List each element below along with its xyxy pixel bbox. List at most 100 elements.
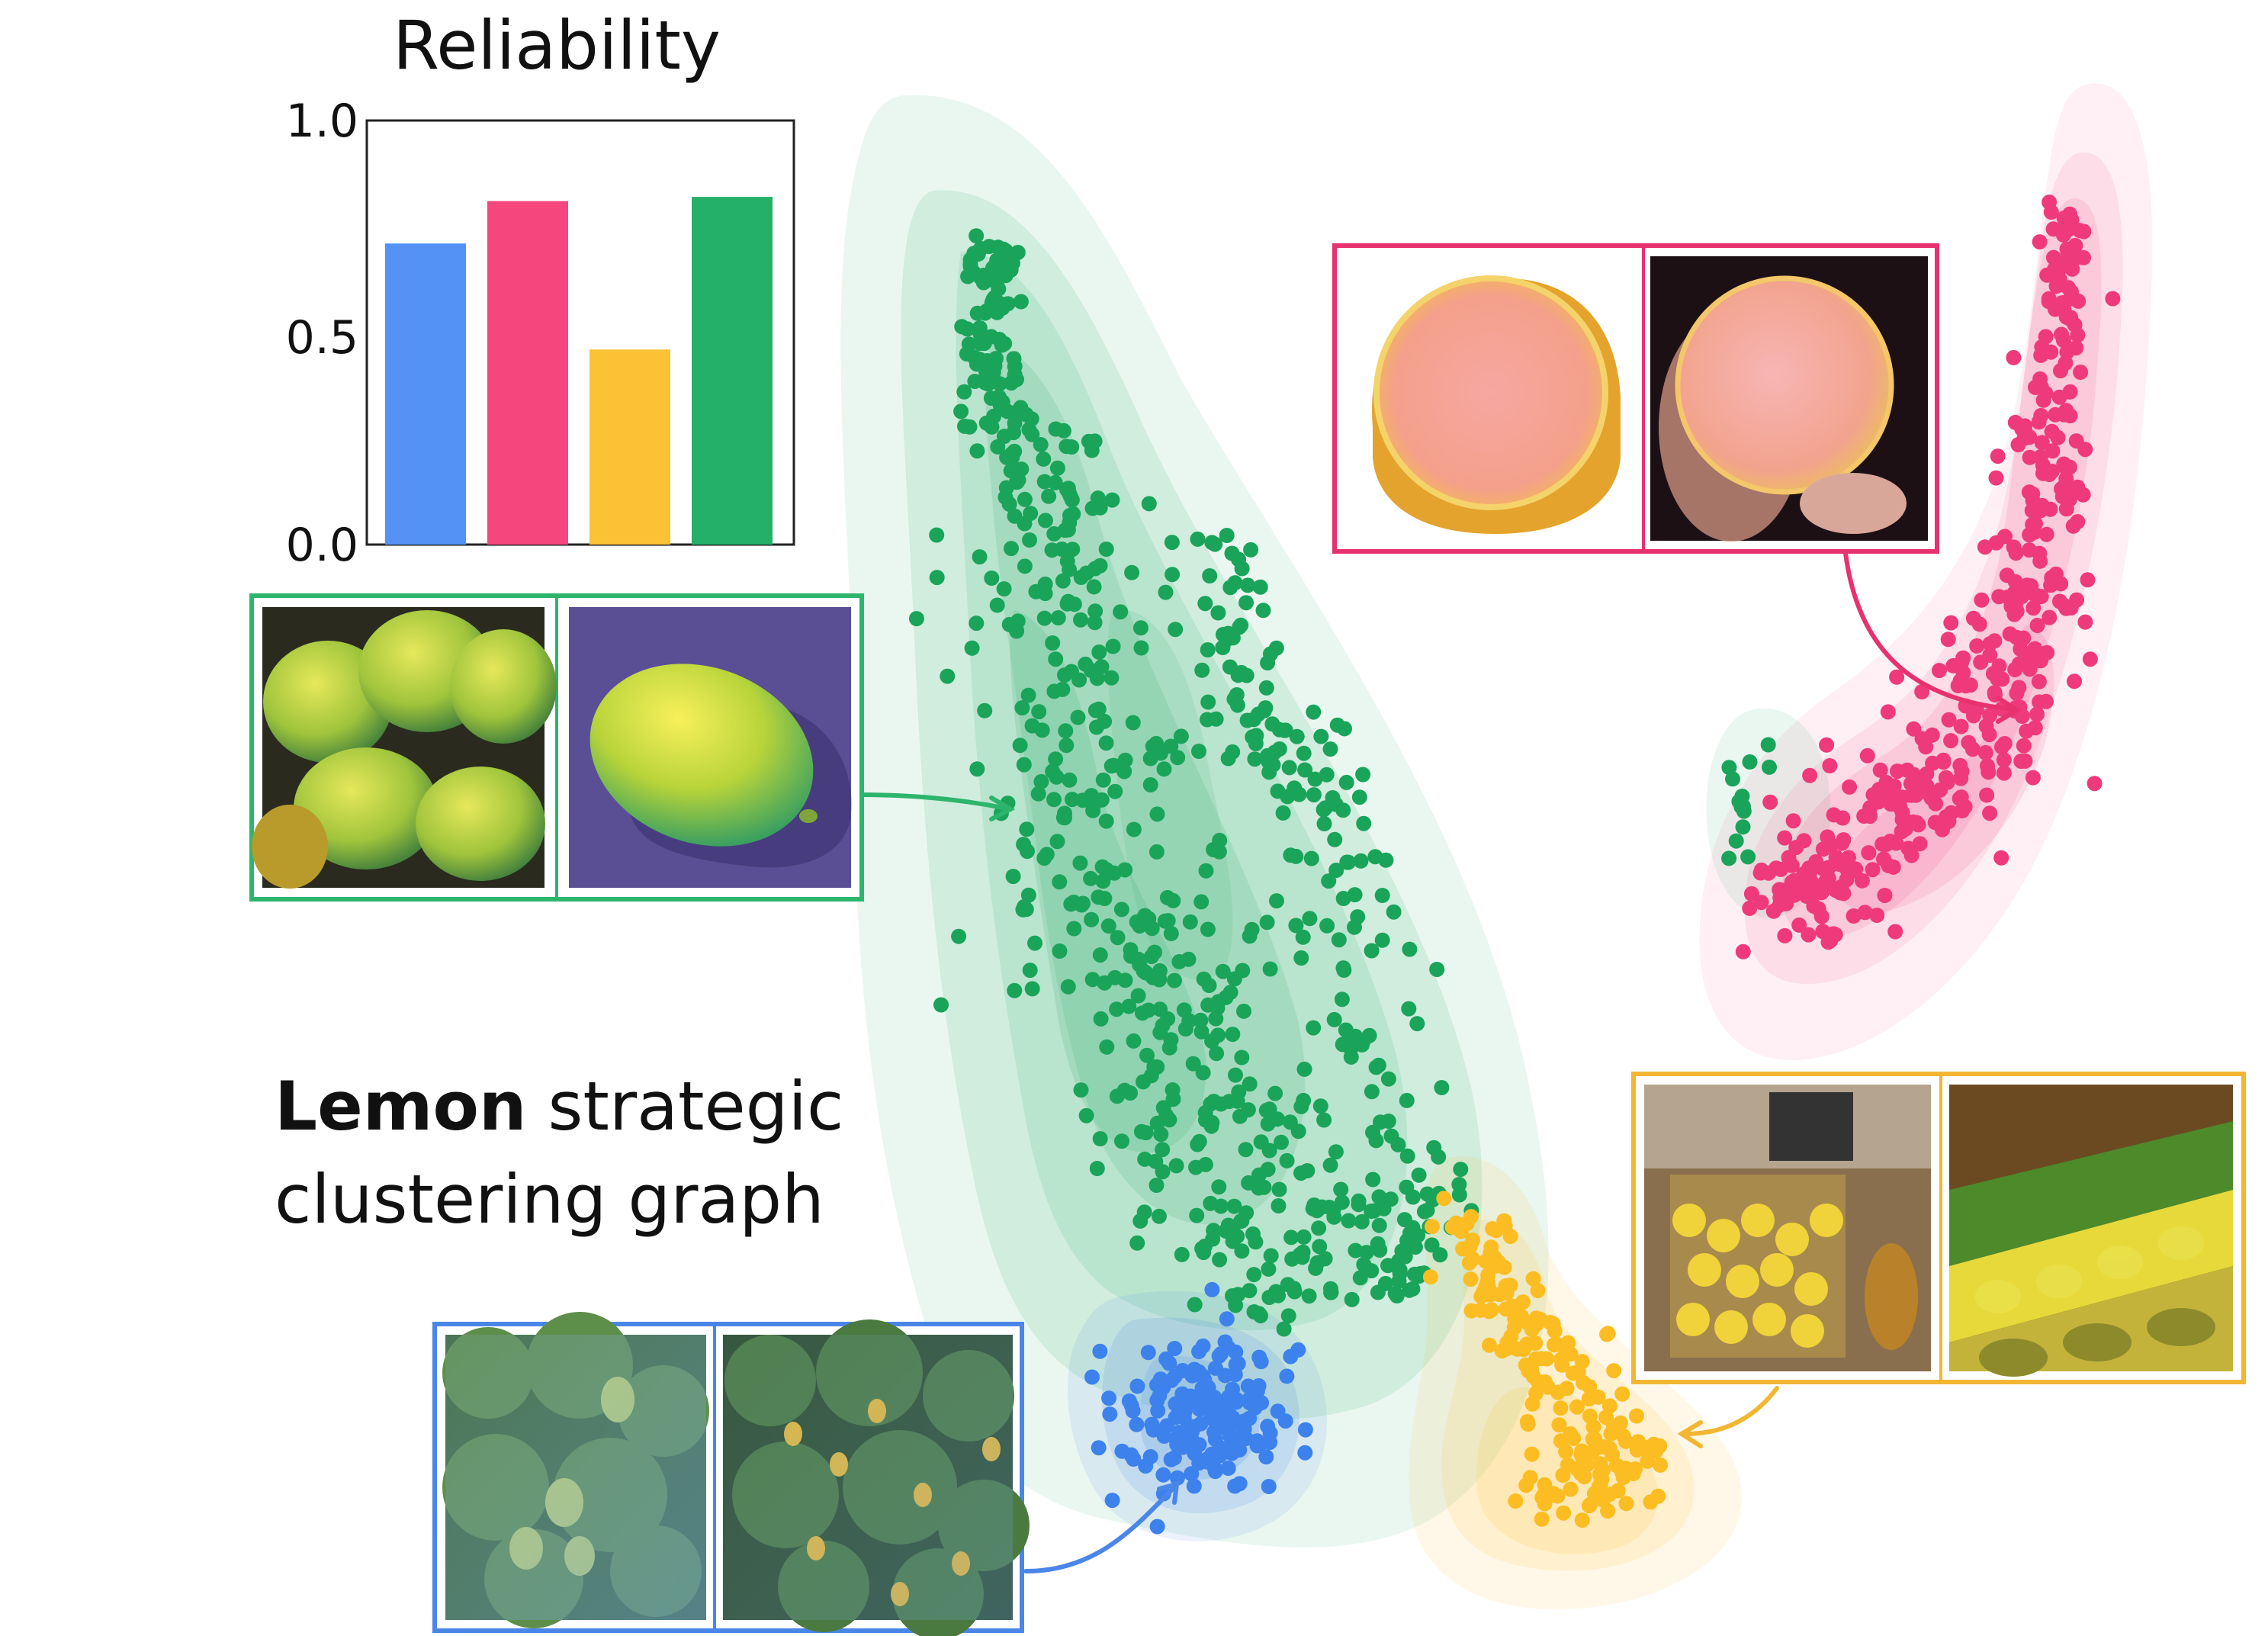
cluster-point <box>1171 953 1187 969</box>
cluster-point <box>1422 1269 1438 1285</box>
cluster-point <box>1952 757 1968 773</box>
cluster-point <box>1918 739 1934 755</box>
cluster-point <box>1194 662 1210 678</box>
cluster-point <box>1110 930 1126 946</box>
cluster-point <box>2067 673 2082 689</box>
cluster-point <box>1391 1273 1407 1289</box>
cluster-point <box>2022 661 2038 677</box>
cluster-point <box>1859 747 1875 763</box>
cluster-point <box>1279 1152 1295 1168</box>
cluster-point <box>1936 752 1952 768</box>
reliability-bar-chart <box>365 119 795 546</box>
cluster-point <box>1283 847 1299 863</box>
cluster-point <box>1323 1284 1339 1300</box>
cluster-point <box>1193 1024 1209 1040</box>
cluster-point <box>1098 542 1114 557</box>
cluster-point <box>1551 1417 1567 1433</box>
cluster-point <box>1725 771 1740 787</box>
cluster-point <box>1977 539 1993 555</box>
cluster-point <box>1039 847 1055 863</box>
cluster-point <box>1370 1284 1386 1300</box>
cluster-point <box>1387 1286 1403 1302</box>
cluster-point <box>1826 807 1842 823</box>
cluster-point <box>1158 584 1174 600</box>
cluster-point <box>2044 423 2060 439</box>
cluster-point <box>1117 862 1133 878</box>
cluster-point <box>1546 1337 1562 1353</box>
cluster-point <box>1397 1249 1413 1265</box>
pink-cluster-examples <box>1332 243 1939 554</box>
cluster-point <box>1190 531 1206 547</box>
cluster-point <box>979 303 994 319</box>
cluster-point <box>1104 492 1120 508</box>
cluster-point <box>991 376 1007 392</box>
market-stall-photo <box>1949 1085 2233 1377</box>
cluster-point <box>1258 1449 1274 1465</box>
cluster-point <box>1982 805 1998 821</box>
cluster-point <box>1003 249 1019 265</box>
cluster-point <box>1556 1505 1572 1521</box>
cluster-point <box>1752 865 1768 881</box>
cluster-point <box>1136 1074 1151 1090</box>
cluster-point <box>953 403 969 419</box>
cluster-point <box>1152 1208 1167 1224</box>
cluster-point <box>1155 1100 1171 1116</box>
cluster-point <box>1316 1112 1332 1128</box>
cluster-point <box>1889 669 1905 685</box>
cluster-point <box>1195 1065 1211 1081</box>
cluster-point <box>1140 1002 1156 1018</box>
cluster-point <box>1525 1368 1541 1384</box>
cluster-point <box>1037 513 1053 529</box>
cluster-point <box>1167 1341 1183 1356</box>
cluster-point <box>1296 1061 1312 1077</box>
cluster-point <box>1409 1016 1425 1032</box>
cluster-point <box>2022 429 2038 445</box>
cluster-point <box>1509 1341 1525 1357</box>
cluster-point <box>1888 835 1904 851</box>
cluster-point <box>1116 763 1132 779</box>
cluster-point <box>2011 680 2027 696</box>
cluster-point <box>1094 859 1110 875</box>
cluster-point <box>1116 1082 1132 1098</box>
cluster-point <box>1092 947 1108 963</box>
cluster-point <box>1328 1144 1344 1160</box>
cluster-point <box>1804 874 1819 890</box>
cluster-point <box>1232 1476 1248 1492</box>
cluster-point <box>1194 1241 1210 1256</box>
cluster-point <box>1319 918 1335 934</box>
yellow-arrow <box>1683 1386 1779 1436</box>
cluster-point <box>1230 1416 1246 1431</box>
cluster-point <box>1019 821 1035 837</box>
cluster-point <box>1168 1158 1184 1174</box>
cluster-point <box>1048 651 1064 667</box>
cluster-point <box>1545 1316 1561 1332</box>
cluster-point <box>2032 449 2048 465</box>
cluster-point <box>1182 1419 1197 1435</box>
cluster-point <box>1279 1368 1295 1384</box>
cluster-point <box>1295 929 1311 945</box>
blue-arrow <box>1023 1485 1177 1573</box>
yellow-cluster-examples <box>1631 1072 2246 1384</box>
cluster-point <box>1333 1181 1349 1197</box>
cluster-point <box>1587 1431 1602 1447</box>
cluster-point <box>1225 744 1241 760</box>
cluster-point <box>1878 775 1894 790</box>
cluster-point <box>1152 963 1168 979</box>
cluster-point <box>1534 1490 1550 1506</box>
cluster-point <box>1066 921 1082 937</box>
cluster-point <box>980 376 996 392</box>
cluster-point <box>1534 1351 1550 1367</box>
cluster-point <box>1980 758 1995 774</box>
cluster-point <box>2062 384 2078 400</box>
cluster-point <box>1813 885 1829 901</box>
cluster-point <box>2033 347 2049 363</box>
cluster-point <box>1374 932 1390 948</box>
cluster-point <box>1297 762 1313 778</box>
cluster-point <box>1185 1056 1201 1072</box>
cluster-point <box>1233 617 1249 633</box>
cluster-point <box>1721 850 1737 866</box>
cluster-point <box>1832 885 1848 901</box>
cluster-point <box>1057 667 1072 683</box>
cluster-point <box>1204 1281 1220 1297</box>
cluster-point <box>1216 1397 1232 1413</box>
